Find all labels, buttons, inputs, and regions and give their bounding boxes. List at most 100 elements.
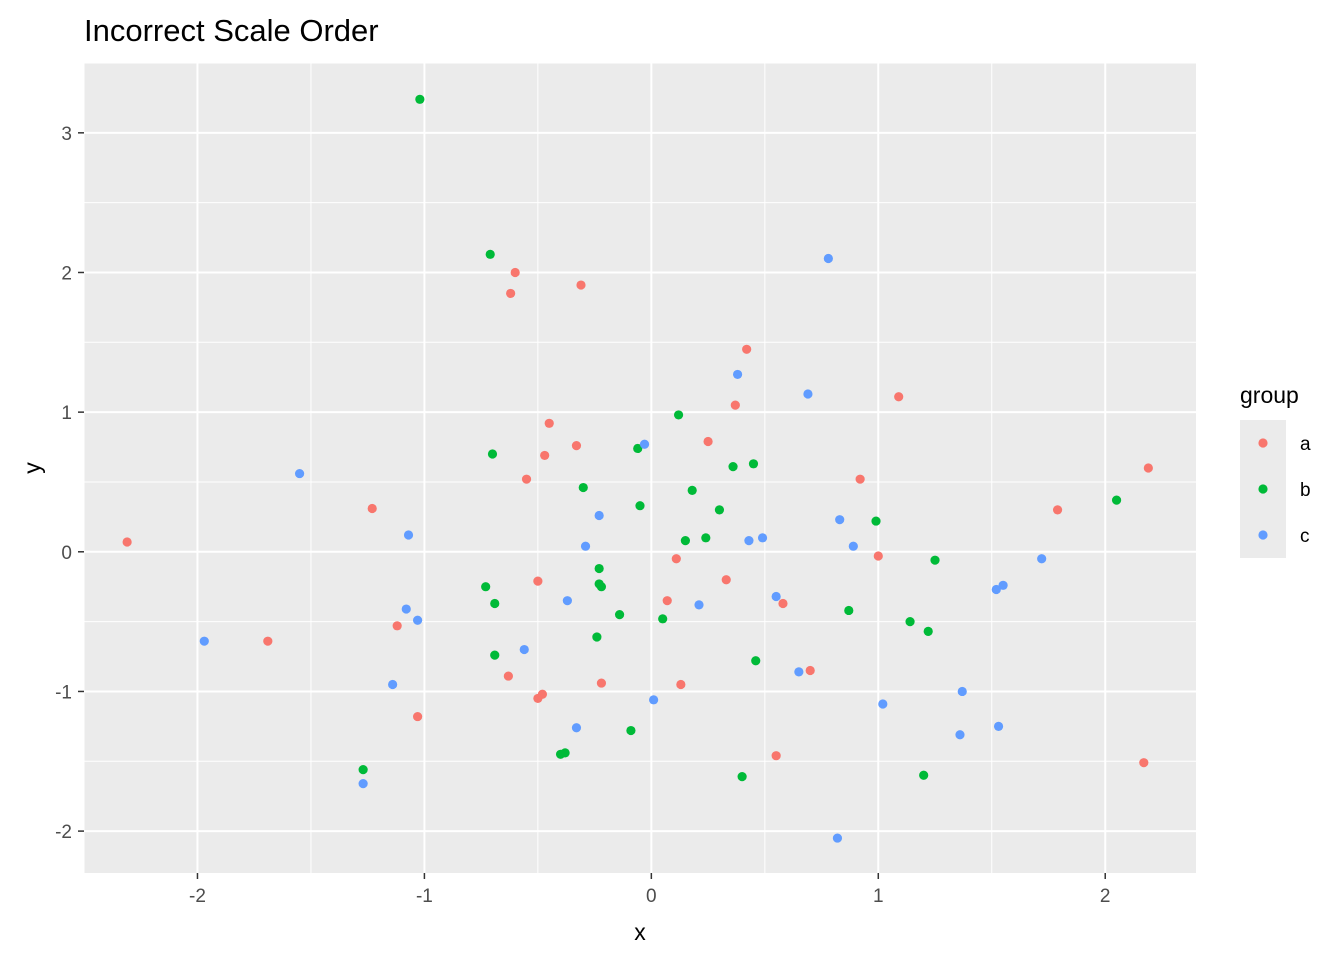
data-point-a (778, 598, 788, 609)
data-point-b (728, 462, 738, 472)
data-point-c (955, 730, 965, 740)
data-point-b (748, 459, 759, 469)
data-point-c (694, 600, 704, 610)
data-point-a (263, 636, 273, 646)
data-point-a (367, 503, 377, 514)
data-point-b (594, 563, 604, 574)
data-point-a (576, 280, 586, 290)
data-point-a (1139, 758, 1149, 768)
y-tick-label: -2 (55, 822, 72, 843)
data-point-c (757, 533, 768, 543)
data-point-a (676, 679, 686, 690)
y-tick-label: 2 (61, 263, 72, 284)
data-point-b (592, 632, 602, 642)
data-point-a (537, 689, 548, 699)
data-point-c (848, 541, 858, 551)
data-point-c (413, 615, 423, 625)
x-tick-label: -1 (416, 886, 433, 907)
data-point-b (930, 555, 940, 565)
data-point-a (413, 711, 423, 722)
data-point-b (490, 650, 500, 660)
data-point-a (540, 450, 550, 461)
data-point-c (294, 468, 305, 479)
data-point-b (578, 482, 588, 493)
data-point-a (703, 436, 713, 447)
data-point-b (358, 765, 368, 775)
data-point-a (521, 474, 532, 484)
data-point-c (794, 667, 804, 677)
data-point-b (596, 582, 607, 592)
data-point-a (392, 621, 402, 631)
data-point-a (596, 678, 607, 688)
data-point-b (680, 536, 690, 546)
data-point-a (510, 267, 520, 278)
data-point-c (744, 536, 754, 546)
data-point-a (662, 596, 672, 606)
data-point-b (844, 605, 854, 616)
data-point-a (571, 441, 582, 451)
y-tick-label: 3 (61, 124, 72, 145)
legend-label-c: c (1300, 526, 1310, 547)
data-point-c (403, 530, 414, 540)
data-point-b (490, 598, 500, 609)
data-point-b (923, 626, 933, 636)
data-point-c (571, 723, 582, 733)
data-point-a (894, 392, 904, 402)
data-point-b (701, 533, 711, 543)
x-tick-label: -2 (189, 886, 206, 907)
data-point-a (122, 537, 132, 547)
data-point-c (823, 253, 833, 264)
data-point-a (742, 344, 752, 354)
data-point-b (635, 501, 645, 511)
data-point-c (1037, 554, 1047, 564)
data-point-c (358, 779, 368, 789)
x-axis-title: x (634, 919, 646, 945)
data-point-a (1143, 463, 1153, 473)
y-tick-label: 1 (61, 403, 72, 424)
data-point-a (506, 288, 516, 299)
data-point-c (732, 369, 743, 380)
data-point-a (730, 400, 740, 410)
data-point-b (751, 656, 761, 666)
legend: group a b c (1240, 382, 1311, 558)
minor-grid (83, 62, 1196, 873)
legend-key-a (1258, 438, 1268, 448)
legend-label-b: b (1300, 480, 1311, 501)
data-point-c (401, 604, 411, 614)
data-point-a (544, 418, 554, 428)
data-point-c (991, 584, 1001, 595)
data-point-c (878, 699, 888, 709)
y-axis-title: y (19, 462, 45, 474)
data-point-b (871, 516, 881, 526)
data-point-b (673, 410, 684, 420)
legend-key-b (1258, 484, 1268, 494)
data-point-c (832, 833, 843, 843)
major-grid (84, 63, 1196, 873)
data-point-b (487, 449, 498, 459)
data-point-a (671, 554, 681, 564)
x-tick-label: 0 (646, 886, 657, 907)
legend-key-c (1258, 530, 1268, 540)
data-point-b (658, 614, 668, 624)
data-point-c (957, 686, 967, 697)
data-point-c (803, 389, 813, 399)
data-point-a (503, 671, 513, 681)
data-point-c (835, 515, 845, 525)
data-point-c (594, 510, 604, 521)
data-point-b (626, 725, 636, 736)
data-point-b (633, 443, 643, 454)
legend-title: group (1240, 382, 1299, 408)
data-point-c (993, 721, 1004, 731)
data-point-b (1111, 495, 1122, 505)
chart-title: Incorrect Scale Order (84, 13, 379, 48)
data-point-a (1052, 505, 1063, 515)
data-point-a (721, 575, 731, 585)
y-tick-label: 0 (61, 543, 72, 564)
data-point-b (687, 485, 697, 495)
data-point-c (388, 679, 398, 690)
legend-label-a: a (1300, 434, 1311, 455)
data-point-c (998, 580, 1008, 590)
data-point-c (562, 596, 572, 606)
data-point-b (714, 505, 725, 515)
data-point-c (771, 591, 781, 602)
